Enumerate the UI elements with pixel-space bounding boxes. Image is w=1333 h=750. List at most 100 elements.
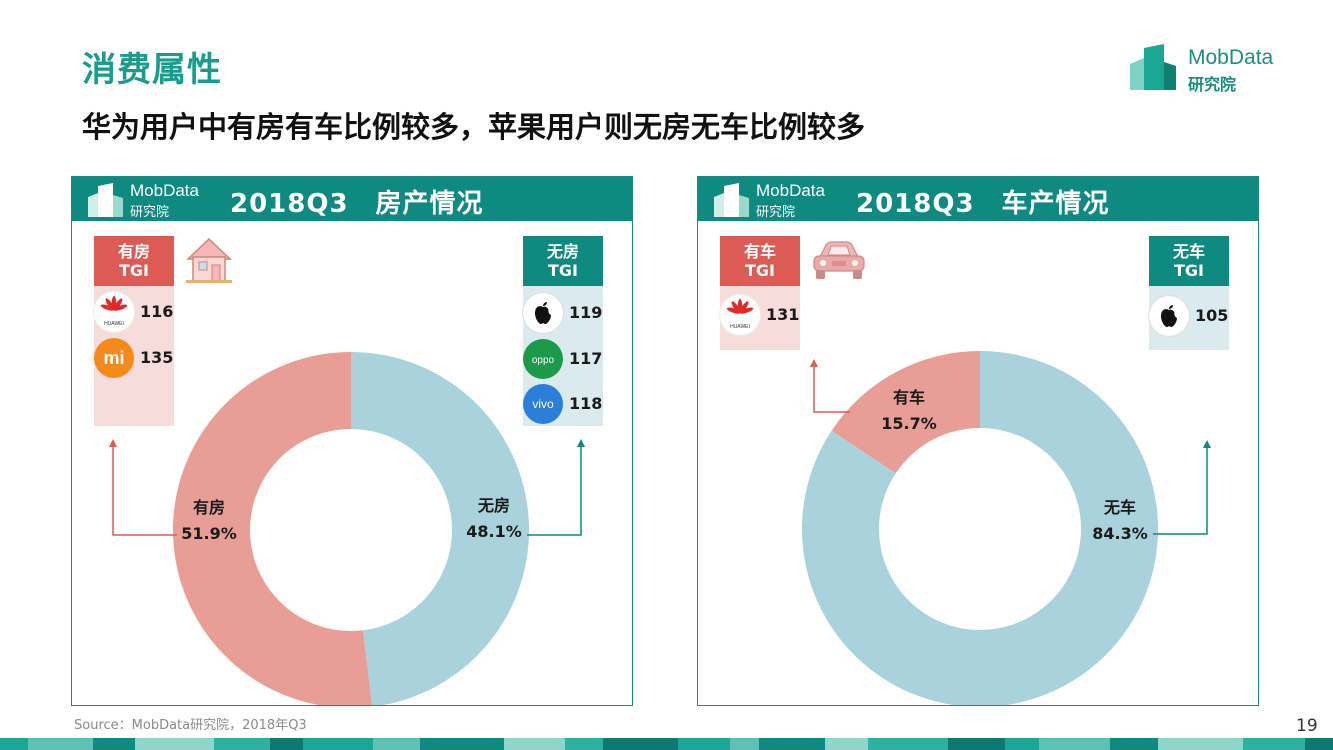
vivo-logo-icon: vivo [523, 384, 563, 424]
tgi-header-line2: TGI [745, 261, 775, 280]
segment-name: 有车 [892, 388, 925, 407]
tgi-header-line1: 有车 [743, 242, 776, 261]
footer-tile [28, 738, 93, 750]
tgi-header-line2: TGI [1174, 261, 1204, 280]
car-panel: MobData 研究院 2018Q3 车产情况 有车 TGI HUAWEI 13… [697, 176, 1259, 706]
tgi-value: 117 [569, 349, 603, 368]
xiaomi-text: mi [103, 348, 124, 368]
arrow-head [109, 439, 117, 447]
footer-tile [214, 738, 270, 750]
connector-line [1153, 443, 1208, 535]
panel-logo-sub: 研究院 [130, 205, 170, 220]
xiaomi-logo-icon: mi [94, 338, 134, 378]
tgi-value: 131 [766, 305, 800, 324]
mobdata-logo-icon [88, 183, 123, 217]
donut-segment-has [831, 351, 980, 474]
footer-tile [1005, 738, 1039, 750]
segment-value: 48.1% [466, 522, 522, 541]
housing-panel: MobData 研究院 2018Q3 房产情况 有房 TGI HUAWEI 11… [71, 176, 633, 706]
footer-tile [135, 738, 214, 750]
footer-tile [730, 738, 759, 750]
footer-tile [0, 738, 28, 750]
connector-line [527, 442, 582, 536]
arrow-head [577, 439, 585, 447]
donut-segment-no [351, 352, 529, 705]
source-note: Source：MobData研究院，2018年Q3 [74, 718, 307, 733]
footer-tile [868, 738, 948, 750]
segment-label-no-car: 无车 84.3% [1088, 495, 1152, 547]
tgi-header-line1: 有房 [117, 242, 150, 261]
tgi-header-line1: 无房 [546, 242, 579, 261]
tgi-header-line1: 无车 [1172, 242, 1205, 261]
tgi-header-no-house: 无房 TGI [523, 236, 603, 286]
segment-label-has-car: 有车 15.7% [879, 385, 939, 437]
segment-value: 15.7% [881, 414, 937, 433]
footer-tile [825, 738, 868, 750]
segment-value: 51.9% [181, 524, 237, 543]
page-title: 消费属性 [82, 50, 222, 90]
segment-value: 84.3% [1092, 524, 1148, 543]
housing-donut-chart [109, 352, 585, 705]
footer-tile [93, 738, 135, 750]
page-number: 19 [1296, 716, 1318, 736]
footer-tile [759, 738, 825, 750]
tgi-header-no-car: 无车 TGI [1149, 236, 1229, 286]
oppo-text: oppo [532, 355, 555, 366]
footer-tile [565, 738, 603, 750]
brand-sub: 研究院 [1188, 75, 1237, 94]
footer-tile [1158, 738, 1243, 750]
panel-title: 2018Q3 车产情况 [856, 189, 1110, 219]
mobdata-logo-icon [1130, 44, 1176, 90]
apple-logo-icon [1149, 296, 1189, 336]
footer-tile [1243, 738, 1305, 750]
footer-tile [1305, 738, 1333, 750]
tgi-header-has-car: 有车 TGI [720, 236, 800, 286]
brand-logo: MobData 研究院 [1128, 44, 1298, 96]
oppo-logo-icon: oppo [523, 339, 563, 379]
donut-segment-has [173, 352, 372, 705]
tgi-value: 116 [140, 302, 174, 321]
house-icon [186, 237, 232, 283]
connector-line [813, 362, 850, 413]
footer-tile [678, 738, 730, 750]
panel-title: 2018Q3 房产情况 [230, 189, 484, 219]
page-subtitle: 华为用户中有房有车比例较多，苹果用户则无房无车比例较多 [82, 110, 866, 144]
footer-tile [373, 738, 420, 750]
panel-logo-name: MobData [756, 181, 825, 200]
arrow-head [1203, 440, 1211, 448]
panel-logo-name: MobData [130, 181, 199, 200]
arrow-head [810, 359, 818, 367]
footer-tile [420, 738, 504, 750]
huawei-logo-icon: HUAWEI [720, 295, 760, 335]
footer-tile [270, 738, 303, 750]
footer-tile [1039, 738, 1110, 750]
panel-header: MobData 研究院 2018Q3 房产情况 [72, 177, 632, 221]
donut-segment-no [802, 351, 1158, 705]
segment-name: 无房 [477, 496, 510, 515]
segment-label-has-house: 有房 51.9% [179, 495, 239, 547]
segment-name: 无车 [1103, 498, 1136, 517]
footer-tile [303, 738, 373, 750]
huawei-logo-icon: HUAWEI [94, 292, 134, 332]
tgi-header-has-house: 有房 TGI [94, 236, 174, 286]
tgi-header-line2: TGI [119, 261, 149, 280]
footer-strip [0, 738, 1333, 750]
tgi-value: 135 [140, 348, 174, 367]
panel-header: MobData 研究院 2018Q3 车产情况 [698, 177, 1258, 221]
footer-tile [1110, 738, 1158, 750]
tgi-header-line2: TGI [548, 261, 578, 280]
tgi-value: 105 [1195, 306, 1229, 325]
footer-tile [603, 738, 678, 750]
tgi-value: 118 [569, 394, 603, 413]
huawei-text: HUAWEI [104, 321, 124, 327]
car-icon [813, 241, 865, 279]
vivo-text: vivo [532, 397, 554, 411]
brand-name: MobData [1188, 46, 1274, 69]
segment-name: 有房 [192, 498, 225, 517]
mobdata-logo-icon [714, 183, 749, 217]
panel-logo-sub: 研究院 [756, 205, 796, 220]
footer-tile [948, 738, 1005, 750]
apple-logo-icon [523, 293, 563, 333]
connector-line [112, 442, 177, 536]
car-donut-chart [802, 351, 1211, 705]
